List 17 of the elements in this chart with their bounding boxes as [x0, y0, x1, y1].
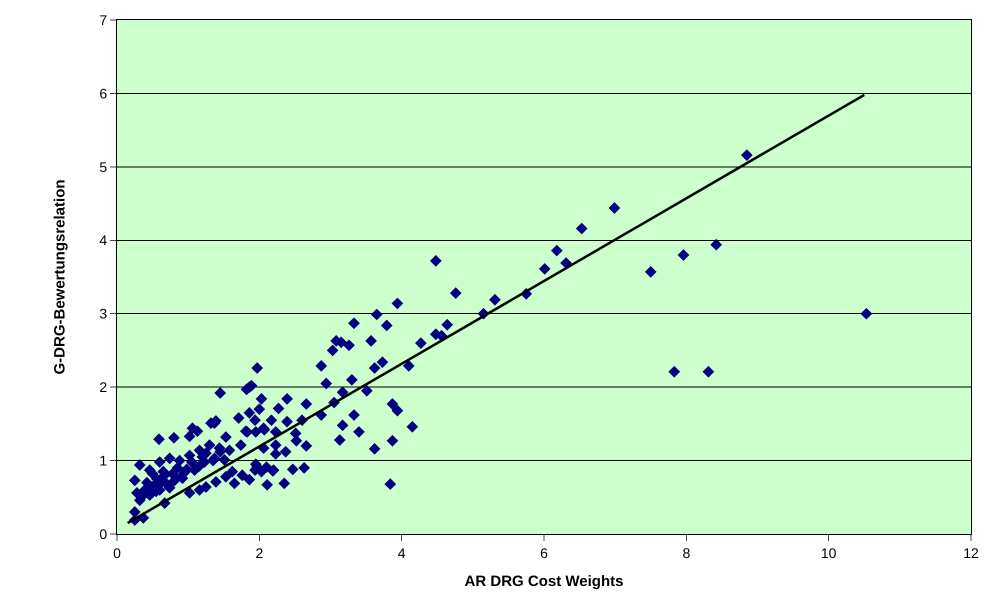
x-tick-label: 8	[682, 544, 690, 561]
y-tick-label: 5	[99, 158, 108, 175]
y-tick-label: 0	[99, 526, 108, 542]
y-tick-label: 1	[99, 452, 108, 468]
y-tick-label: 6	[99, 85, 108, 102]
y-tick-label: 2	[99, 379, 108, 396]
x-tick-label: 10	[820, 544, 837, 561]
x-axis-title: AR DRG Cost Weights	[464, 572, 624, 590]
x-tick-label: 6	[540, 544, 548, 561]
y-tick-label: 7	[99, 12, 108, 28]
x-tick-label: 4	[398, 544, 406, 561]
x-tick-label: 2	[255, 544, 264, 561]
x-tick-label: 0	[113, 544, 122, 561]
x-tick-label: 12	[963, 544, 979, 561]
y-tick-label: 4	[99, 232, 108, 248]
y-tick-label: 3	[99, 306, 108, 322]
y-axis-title: G-DRG-Bewertungsrelation	[52, 179, 69, 375]
